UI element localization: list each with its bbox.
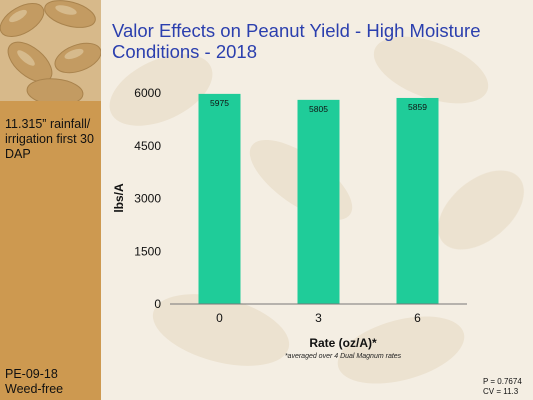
- x-tick-labels: 0 3 6: [216, 311, 421, 325]
- trial-code: PE-09-18: [5, 367, 58, 381]
- cv-value: CV = 11.3: [483, 387, 519, 396]
- peanut-photo: [0, 0, 101, 101]
- p-value: P = 0.7674: [483, 377, 522, 386]
- stats-block: P = 0.7674 CV = 11.3: [483, 377, 522, 397]
- y-axis-title: lbs/A: [112, 183, 126, 213]
- peanut-photo-art: [0, 0, 101, 101]
- trial-info: PE-09-18 Weed-free: [5, 367, 97, 397]
- y-tick-labels: 0 1500 3000 4500 6000: [134, 86, 161, 311]
- x-axis-title: Rate (oz/A)*: [309, 336, 377, 350]
- bar-3: [297, 99, 340, 304]
- bar-0: [198, 93, 241, 304]
- slide-title-line1: Valor Effects on Peanut Yield - High Moi…: [112, 20, 481, 41]
- bar-value-label: 5859: [408, 102, 427, 112]
- y-tick-label: 0: [154, 297, 161, 311]
- chart-footnote: *averaged over 4 Dual Magnum rates: [285, 353, 402, 360]
- slide-title: Valor Effects on Peanut Yield - High Moi…: [112, 20, 512, 62]
- bar-6: [396, 97, 439, 304]
- bar-value-label: 5975: [210, 98, 229, 108]
- x-tick-label: 6: [414, 311, 421, 325]
- peanut-pattern: [109, 36, 524, 384]
- weed-status: Weed-free: [5, 382, 64, 396]
- y-tick-label: 4500: [134, 139, 161, 153]
- rainfall-note: 11.315” rainfall/ irrigation first 30 DA…: [5, 117, 94, 161]
- y-tick-label: 6000: [134, 86, 161, 100]
- bar-chart: 5975 5805 5859 0 1500 3000 4500 6000 0 3 6 Rate …: [112, 86, 467, 360]
- y-tick-label: 3000: [134, 192, 161, 206]
- x-tick-label: 0: [216, 311, 223, 325]
- x-tick-label: 3: [315, 311, 322, 325]
- bar-value-label: 5805: [309, 104, 328, 114]
- slide-title-line2: Conditions - 2018: [112, 41, 258, 62]
- bars-group: 5975 5805 5859: [198, 93, 439, 304]
- y-tick-label: 1500: [134, 244, 161, 258]
- peanut-background: [101, 0, 533, 400]
